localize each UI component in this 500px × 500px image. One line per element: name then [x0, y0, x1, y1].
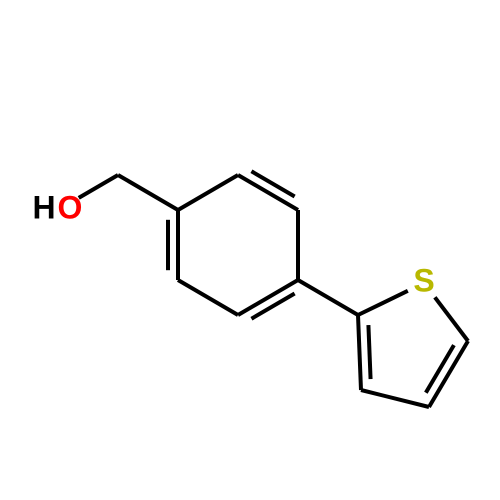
bond-C6-C1: [178, 175, 238, 210]
bond-C4-T1: [298, 280, 358, 315]
bond-C7-C1: [118, 175, 178, 210]
bond-T4-T5: [361, 390, 429, 407]
bond-T5-T1-outer: [358, 315, 361, 390]
bond-C2-C3: [178, 280, 238, 315]
bond-O-C7: [79, 175, 118, 198]
bond-T1-S: [358, 291, 408, 315]
bond-C5-C6-inner: [251, 171, 294, 196]
bond-T5-T1-inner: [368, 325, 370, 379]
atom-label-HO_H: H: [32, 189, 55, 225]
atom-label-HO_O: O: [58, 189, 83, 225]
bond-S-T3: [435, 297, 468, 341]
atom-label-S: S: [413, 262, 434, 298]
bond-C3-C4-inner: [251, 294, 294, 319]
chemical-structure-diagram: HO S: [0, 0, 500, 500]
